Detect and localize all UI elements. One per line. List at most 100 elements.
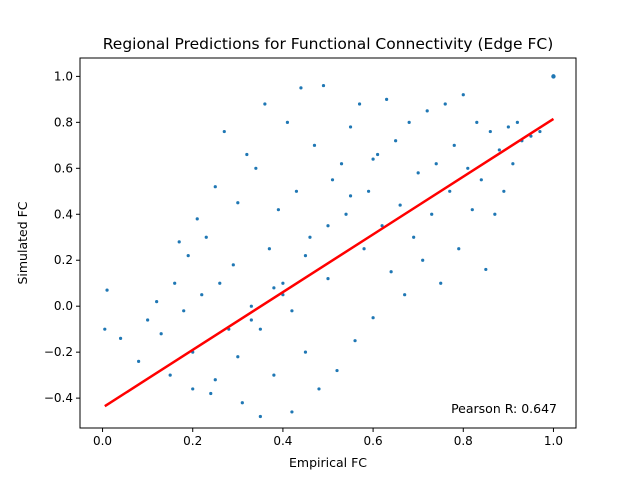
x-tick-label: 1.0 <box>544 434 563 448</box>
regression-line <box>104 117 555 408</box>
y-tick-label: 0.8 <box>54 115 73 129</box>
scatter-point <box>105 288 109 292</box>
scatter-point <box>204 235 208 239</box>
scatter-point <box>308 235 312 239</box>
y-tick-label: 0.0 <box>54 299 73 313</box>
scatter-point <box>236 355 240 359</box>
scatter-point <box>155 300 159 304</box>
scatter-point <box>159 332 163 336</box>
scatter-point <box>380 224 384 228</box>
scatter-point <box>416 171 420 175</box>
scatter-point <box>344 212 348 216</box>
scatter-point <box>263 102 267 106</box>
scatter-point <box>335 368 339 373</box>
scatter-point <box>425 109 429 113</box>
scatter-point <box>430 212 434 216</box>
pearson-annotation: Pearson R: 0.647 <box>451 401 557 416</box>
scatter-point <box>371 316 375 320</box>
scatter-point <box>213 378 217 382</box>
scatter-point <box>470 208 474 212</box>
scatter-point <box>276 208 280 212</box>
scatter-point <box>497 148 501 152</box>
scatter-point <box>245 152 249 157</box>
x-tick-label: 0.6 <box>364 434 383 448</box>
scatter-point <box>303 254 308 258</box>
scatter-point <box>231 263 235 267</box>
scatter-point <box>326 277 330 281</box>
scatter-point <box>389 270 393 274</box>
scatter-point <box>103 327 107 331</box>
scatter-point <box>173 281 177 285</box>
scatter-point <box>493 212 497 216</box>
scatter-point <box>209 391 213 396</box>
y-axis-label: Simulated FC <box>15 201 30 284</box>
scatter-point <box>515 120 519 124</box>
scatter-point <box>290 410 294 414</box>
scatter-point <box>213 185 217 189</box>
scatter-point <box>200 293 204 297</box>
scatter-point <box>398 203 402 207</box>
scatter-point <box>366 189 371 193</box>
scatter-point <box>218 281 222 285</box>
scatter-point <box>403 293 407 297</box>
scatter-point <box>466 166 470 170</box>
scatter-point <box>376 152 380 157</box>
scatter-point <box>186 254 190 258</box>
scatter-point <box>182 309 186 313</box>
x-tick-label: 0.0 <box>93 434 112 448</box>
scatter-point <box>348 125 353 129</box>
scatter-point <box>475 120 479 124</box>
data-points <box>103 74 556 419</box>
scatter-point <box>357 102 362 106</box>
scatter-point <box>272 286 276 290</box>
scatter-point <box>326 224 330 228</box>
scatter-point <box>461 93 465 97</box>
scatter-point <box>506 125 510 129</box>
scatter-point <box>448 189 452 193</box>
y-tick-label: 0.6 <box>54 161 73 175</box>
scatter-point <box>443 102 447 106</box>
scatter-point <box>195 217 199 221</box>
scatter-point <box>240 401 244 405</box>
scatter-point <box>538 129 542 134</box>
scatter-point <box>118 336 123 340</box>
scatter-point <box>348 194 353 198</box>
scatter-point <box>168 373 172 377</box>
scatter-point <box>249 318 253 322</box>
y-tick-label: 0.2 <box>54 253 73 267</box>
y-tick-label: −0.4 <box>44 391 73 405</box>
scatter-point <box>236 201 240 205</box>
x-tick-label: 0.8 <box>454 434 473 448</box>
identity-point <box>551 74 556 79</box>
x-tick-label: 0.2 <box>183 434 202 448</box>
scatter-point <box>191 387 195 391</box>
scatter-point <box>258 414 262 419</box>
regression-fit <box>104 117 555 408</box>
scatter-point <box>439 281 443 285</box>
scatter-point <box>294 189 299 193</box>
scatter-point <box>353 339 357 343</box>
y-tick-label: −0.2 <box>44 345 73 359</box>
x-axis-ticks: 0.0 0.2 0.4 0.6 0.8 1.0 <box>93 428 563 448</box>
scatter-point <box>317 387 321 391</box>
scatter-point <box>303 350 308 354</box>
scatter-point <box>484 267 488 272</box>
scatter-point <box>407 120 411 124</box>
scatter-point <box>452 143 456 147</box>
scatter-point <box>312 143 317 147</box>
scatter-point <box>511 162 515 166</box>
plot-frame <box>79 57 577 429</box>
scatter-point <box>137 359 141 363</box>
scatter-point <box>258 327 262 331</box>
scatter-point <box>434 162 438 166</box>
scatter-point <box>371 157 375 161</box>
scatter-point <box>394 139 398 143</box>
scatter-point <box>339 162 344 166</box>
scatter-point <box>488 129 492 134</box>
scatter-point <box>177 240 181 244</box>
scatter-point <box>385 97 389 101</box>
scatter-point <box>272 373 276 377</box>
x-axis-label: Empirical FC <box>289 455 367 470</box>
